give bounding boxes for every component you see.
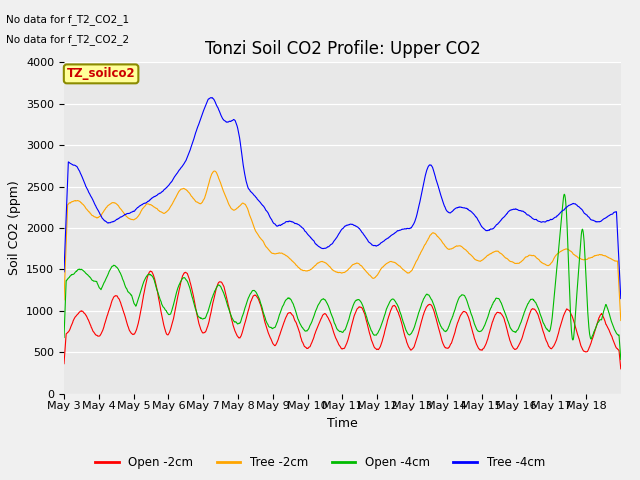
Tree -4cm xyxy=(60,269,68,275)
Legend: Open -2cm, Tree -2cm, Open -4cm, Tree -4cm: Open -2cm, Tree -2cm, Open -4cm, Tree -4… xyxy=(90,452,550,474)
Open -2cm xyxy=(148,269,156,275)
Tree -4cm xyxy=(556,211,563,217)
Tree -2cm xyxy=(328,266,336,272)
Tree -2cm xyxy=(211,168,218,174)
Open -4cm xyxy=(317,297,325,303)
Tree -2cm xyxy=(60,297,68,303)
Tree -2cm xyxy=(474,258,482,264)
Line: Tree -2cm: Tree -2cm xyxy=(64,171,621,321)
Line: Open -4cm: Open -4cm xyxy=(64,194,621,360)
Tree -4cm xyxy=(610,210,618,216)
Tree -2cm xyxy=(556,249,563,255)
Open -4cm xyxy=(60,335,68,340)
Open -2cm xyxy=(474,344,482,350)
Open -2cm xyxy=(147,268,154,274)
Tree -2cm xyxy=(610,258,618,264)
Tree -4cm xyxy=(617,296,625,301)
Tree -2cm xyxy=(317,259,325,264)
X-axis label: Time: Time xyxy=(327,417,358,430)
Title: Tonzi Soil CO2 Profile: Upper CO2: Tonzi Soil CO2 Profile: Upper CO2 xyxy=(205,40,480,58)
Tree -2cm xyxy=(147,202,155,208)
Text: TZ_soilco2: TZ_soilco2 xyxy=(67,67,136,80)
Open -4cm xyxy=(617,357,625,362)
Open -2cm xyxy=(317,315,325,321)
Open -2cm xyxy=(60,361,68,367)
Open -2cm xyxy=(617,366,625,372)
Text: No data for f_T2_CO2_2: No data for f_T2_CO2_2 xyxy=(6,34,129,45)
Tree -4cm xyxy=(207,95,215,100)
Tree -4cm xyxy=(317,245,325,251)
Open -4cm xyxy=(474,328,481,334)
Open -2cm xyxy=(610,339,618,345)
Tree -4cm xyxy=(474,217,482,223)
Tree -4cm xyxy=(328,241,336,247)
Open -4cm xyxy=(328,312,335,318)
Open -2cm xyxy=(328,324,336,330)
Tree -2cm xyxy=(617,318,625,324)
Tree -4cm xyxy=(147,196,155,202)
Open -4cm xyxy=(147,272,155,278)
Text: No data for f_T2_CO2_1: No data for f_T2_CO2_1 xyxy=(6,14,129,25)
Line: Open -2cm: Open -2cm xyxy=(64,271,621,369)
Y-axis label: Soil CO2 (ppm): Soil CO2 (ppm) xyxy=(8,180,20,276)
Open -4cm xyxy=(556,241,563,247)
Line: Tree -4cm: Tree -4cm xyxy=(64,97,621,299)
Open -4cm xyxy=(610,325,618,331)
Open -4cm xyxy=(561,192,568,197)
Open -2cm xyxy=(556,326,563,332)
